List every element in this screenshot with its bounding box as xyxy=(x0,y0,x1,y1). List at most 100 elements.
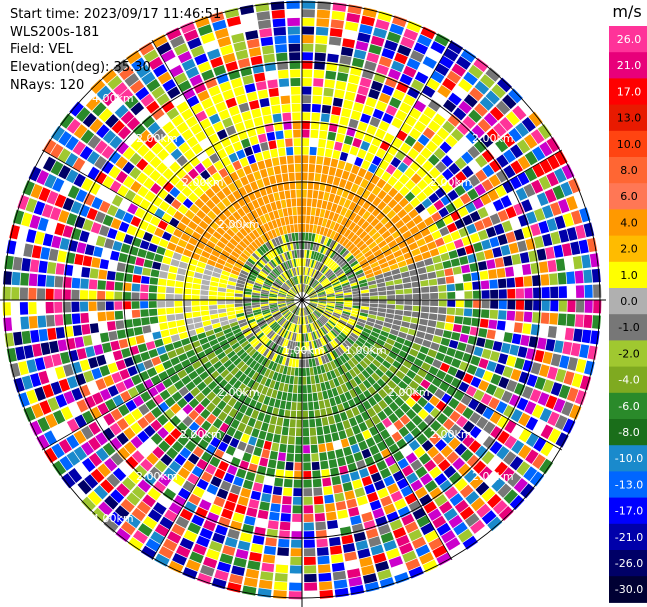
radar-gate xyxy=(268,331,276,340)
radar-gate xyxy=(394,498,407,510)
radar-gate xyxy=(292,505,302,514)
radar-gate xyxy=(506,310,516,321)
radar-gate xyxy=(215,331,225,338)
radar-gate xyxy=(246,212,255,222)
radar-gate xyxy=(317,305,325,310)
radar-gate xyxy=(370,35,385,47)
radar-gate xyxy=(249,323,258,330)
radar-gate xyxy=(386,304,396,310)
radar-gate xyxy=(292,384,298,394)
radar-gate xyxy=(326,353,333,362)
radar-gate xyxy=(303,316,306,325)
radar-gate xyxy=(341,313,350,318)
radar-gate xyxy=(132,395,145,407)
radar-gate xyxy=(314,271,320,279)
radar-gate xyxy=(558,286,567,298)
radar-gate xyxy=(131,507,146,522)
radar-gate xyxy=(306,215,311,224)
radar-gate xyxy=(337,346,345,355)
radar-gate xyxy=(432,544,448,558)
radar-gate xyxy=(542,233,553,247)
radar-gate xyxy=(294,453,302,462)
radar-gate xyxy=(186,95,200,108)
radar-gate xyxy=(292,120,301,130)
radar-gate xyxy=(94,211,106,224)
radar-gate xyxy=(279,521,291,531)
radar-gate xyxy=(394,284,404,290)
radar-gate xyxy=(46,314,55,327)
radar-gate xyxy=(181,129,194,141)
radar-gate xyxy=(291,259,295,268)
radar-gate xyxy=(377,487,389,499)
radar-gate xyxy=(187,453,200,465)
radar-gate xyxy=(280,318,287,326)
radar-gate xyxy=(90,468,105,484)
radar-gate xyxy=(124,73,140,87)
radar-gate xyxy=(475,337,486,348)
radar-gate xyxy=(319,581,333,591)
radar-gate xyxy=(235,548,249,560)
radar-gate xyxy=(423,257,434,266)
radar-gate xyxy=(287,207,293,216)
radar-gate xyxy=(203,40,218,52)
radar-gate xyxy=(177,50,193,64)
radar-gate xyxy=(320,277,328,285)
radar-gate xyxy=(253,170,262,181)
radar-gate xyxy=(578,239,589,254)
radar-gate xyxy=(106,270,116,281)
radar-gate xyxy=(479,270,489,280)
radar-gate xyxy=(312,312,319,319)
radar-gate xyxy=(88,290,97,300)
radar-gate xyxy=(290,410,297,419)
radar-gate xyxy=(429,466,442,479)
radar-gate xyxy=(293,333,297,342)
radar-gate xyxy=(332,570,347,581)
radar-gate xyxy=(296,410,302,419)
radar-gate xyxy=(344,91,356,102)
radar-gate xyxy=(521,385,534,400)
radar-gate xyxy=(466,223,477,235)
radar-gate xyxy=(149,277,159,285)
radar-gate xyxy=(11,317,21,331)
radar-gate xyxy=(309,295,318,299)
radar-gate xyxy=(504,419,517,434)
radar-gate xyxy=(310,313,316,322)
radar-gate xyxy=(264,252,272,261)
radar-gate xyxy=(273,312,281,319)
radar-gate xyxy=(193,316,202,323)
radar-gate xyxy=(335,80,347,91)
radar-gate xyxy=(23,243,34,258)
radar-gate xyxy=(350,515,362,526)
radar-gate xyxy=(169,415,181,427)
radar-gate xyxy=(195,506,208,519)
radar-gate xyxy=(479,466,493,480)
radar-gate xyxy=(247,335,256,343)
radar-gate xyxy=(245,568,260,579)
radar-gate xyxy=(324,494,335,504)
radar-gate xyxy=(509,217,521,230)
radar-gate xyxy=(424,333,434,342)
radar-gate xyxy=(485,203,497,215)
radar-gate xyxy=(256,364,264,374)
radar-gate xyxy=(281,273,288,281)
radar-gate xyxy=(387,380,397,390)
radar-gate xyxy=(154,363,165,374)
radar-gate xyxy=(427,508,442,522)
radar-gate xyxy=(335,204,343,214)
radar-gate xyxy=(308,358,313,368)
radar-gate xyxy=(170,356,181,366)
radar-gate xyxy=(365,321,375,327)
radar-gate xyxy=(537,337,547,350)
radar-gate xyxy=(136,172,148,185)
radar-gate xyxy=(248,498,260,509)
radar-gate xyxy=(368,228,378,237)
radar-gate xyxy=(377,286,387,292)
radar-gate xyxy=(348,221,357,231)
radar-gate xyxy=(405,420,417,432)
radar-gate xyxy=(429,395,440,407)
radar-gate xyxy=(252,287,262,292)
radar-gate xyxy=(227,397,237,407)
radar-gate xyxy=(515,311,524,322)
radar-gate xyxy=(414,71,429,84)
radar-gate xyxy=(303,307,306,316)
